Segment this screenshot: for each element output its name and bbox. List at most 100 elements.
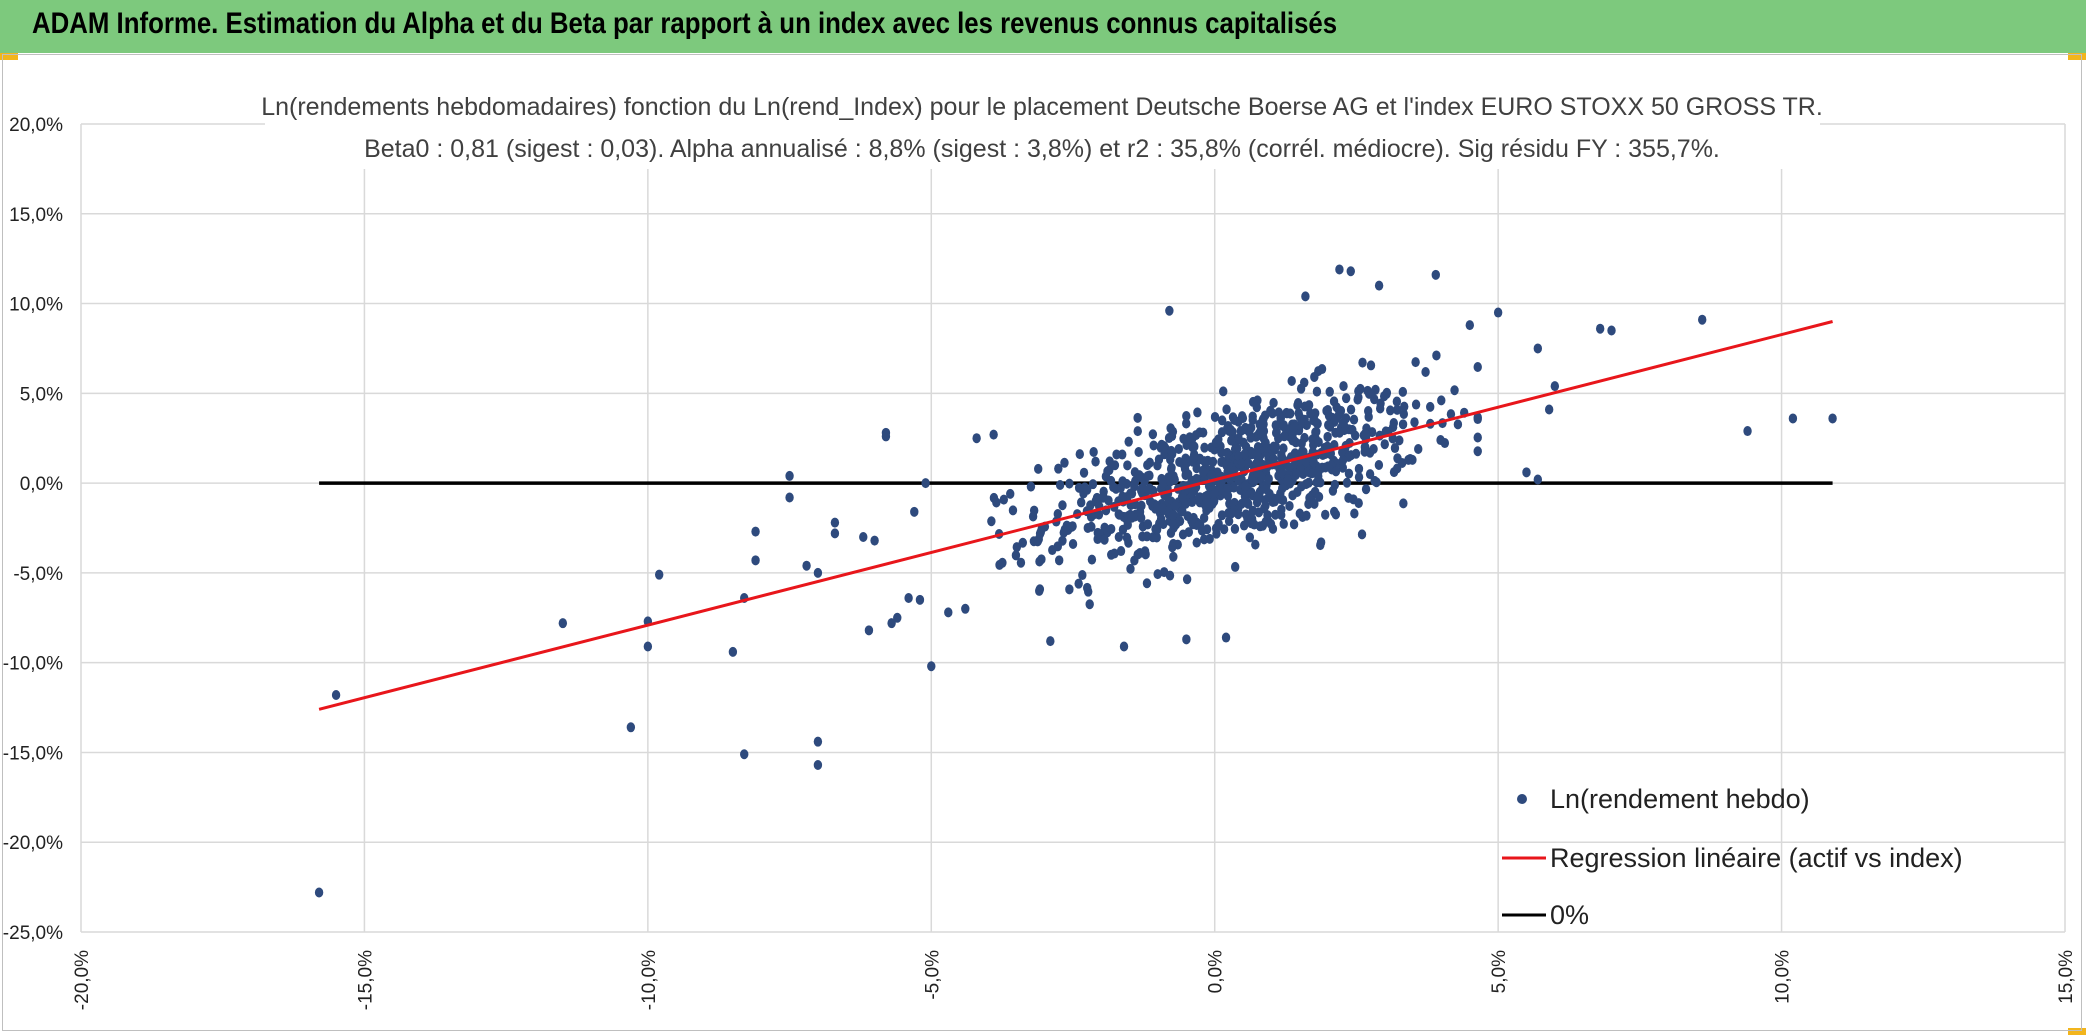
data-point	[1055, 480, 1065, 491]
data-point	[1279, 443, 1288, 454]
data-point	[1356, 383, 1365, 394]
data-point	[751, 555, 760, 566]
data-point	[1054, 463, 1063, 474]
data-point	[1262, 484, 1271, 495]
data-point	[910, 506, 919, 517]
data-point	[1256, 426, 1265, 437]
data-point	[654, 569, 664, 580]
data-point	[1178, 506, 1187, 517]
data-point	[1264, 473, 1273, 484]
data-point	[989, 429, 998, 440]
data-point	[1134, 447, 1143, 458]
data-point	[1093, 527, 1102, 538]
data-point	[1311, 427, 1320, 438]
data-point	[1293, 487, 1302, 498]
data-point	[1244, 458, 1253, 469]
data-point	[1357, 529, 1367, 540]
data-point	[1234, 474, 1243, 485]
data-point	[1317, 364, 1327, 375]
data-point	[740, 749, 749, 760]
data-point	[995, 559, 1004, 570]
data-point	[1250, 476, 1259, 487]
data-point	[1314, 437, 1323, 448]
data-point	[1247, 514, 1257, 525]
data-point	[1440, 438, 1450, 449]
data-point	[1247, 449, 1257, 460]
data-point	[1060, 457, 1069, 468]
x-tick-label: -10,0%	[639, 950, 660, 1010]
data-point	[830, 528, 840, 539]
data-point	[1185, 432, 1194, 443]
data-point	[1053, 509, 1063, 520]
data-point	[1410, 417, 1419, 428]
chart-subtitle: Beta0 : 0,81 (sigest : 0,03). Alpha annu…	[364, 135, 1720, 163]
data-point	[1114, 509, 1123, 520]
data-point	[1248, 411, 1257, 422]
data-point	[1230, 561, 1240, 572]
data-point	[813, 760, 823, 771]
data-point	[1219, 386, 1228, 397]
data-point	[1116, 546, 1126, 557]
data-point	[1473, 414, 1482, 425]
data-point	[1324, 420, 1333, 431]
data-point	[1179, 459, 1188, 470]
data-point	[972, 433, 981, 444]
data-point	[1217, 415, 1227, 426]
data-point	[1312, 477, 1321, 488]
data-point	[1178, 529, 1188, 540]
data-point	[1354, 392, 1363, 403]
legend-label-zero: 0%	[1550, 900, 1589, 930]
data-point	[1432, 350, 1441, 361]
data-point	[1164, 433, 1174, 444]
data-point	[1179, 492, 1188, 503]
data-point	[1450, 385, 1459, 396]
data-point	[314, 887, 324, 898]
data-point	[1153, 569, 1162, 580]
data-point	[1277, 510, 1286, 521]
data-point	[1222, 404, 1231, 415]
data-point	[813, 736, 823, 747]
data-point	[1271, 509, 1280, 520]
data-point	[1114, 532, 1124, 543]
data-point	[1379, 391, 1389, 402]
data-point	[1331, 413, 1341, 424]
data-point	[1312, 386, 1322, 397]
data-point	[1331, 427, 1340, 438]
data-point	[1285, 408, 1295, 419]
data-point	[1083, 582, 1092, 593]
data-point	[1374, 459, 1384, 470]
data-point	[1207, 470, 1216, 481]
data-point	[1354, 472, 1364, 483]
data-point	[1295, 508, 1305, 519]
data-point	[1048, 545, 1057, 556]
data-point	[1058, 500, 1067, 511]
data-point	[1087, 521, 1096, 532]
x-tick-label: 5,0%	[1489, 950, 1510, 993]
data-point	[1192, 473, 1201, 484]
data-point	[1234, 450, 1243, 461]
data-point	[1174, 443, 1183, 454]
data-point	[1300, 377, 1309, 388]
data-point	[1301, 291, 1310, 302]
data-point	[1342, 477, 1352, 488]
data-point	[887, 618, 896, 629]
data-point	[1118, 491, 1127, 502]
data-point	[1166, 454, 1175, 465]
data-point	[331, 689, 341, 700]
data-point	[1595, 323, 1605, 334]
data-point	[785, 492, 794, 503]
data-point	[1224, 516, 1234, 527]
data-point	[1271, 427, 1281, 438]
data-point	[870, 535, 879, 546]
data-point	[999, 494, 1009, 505]
data-point	[1304, 400, 1314, 411]
data-point	[1426, 401, 1435, 412]
data-point	[1374, 280, 1384, 291]
data-point	[1331, 466, 1341, 477]
data-point	[864, 625, 874, 636]
data-point	[1279, 420, 1289, 431]
corner-marker-bottom-right	[2068, 1028, 2086, 1035]
data-point	[1065, 584, 1074, 595]
data-point	[1189, 452, 1198, 463]
data-point	[1349, 494, 1358, 505]
